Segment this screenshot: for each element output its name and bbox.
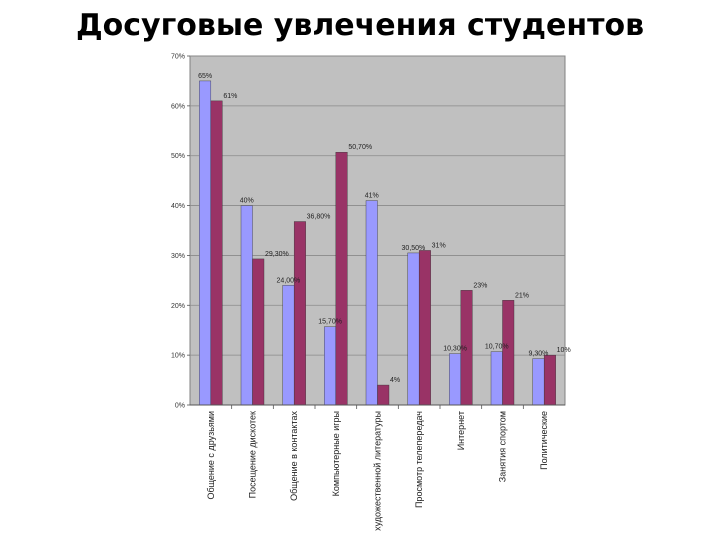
category-label: Чтение художественной литературы: [373, 411, 383, 533]
category-label: Политические: [539, 411, 549, 470]
category-label: Общение в контактах: [289, 411, 299, 501]
y-tick-label: 40%: [171, 203, 185, 210]
bar: [335, 152, 348, 406]
category-labels: Общение с друзьями Посещение дискотек Обще…: [206, 411, 549, 533]
y-tick-label: 10%: [171, 353, 185, 360]
bar: [252, 258, 265, 406]
data-label: 41%: [365, 193, 379, 200]
bar: [365, 200, 378, 406]
y-tick-label: 60%: [171, 103, 185, 110]
data-label: 36,80%: [307, 214, 331, 221]
data-label: 50,70%: [348, 144, 372, 151]
bar: [502, 300, 515, 406]
data-label: 31%: [432, 242, 446, 249]
data-label: 23%: [473, 282, 487, 289]
bars: [199, 80, 556, 406]
category-label: Занятия спортом: [498, 411, 508, 482]
bar: [418, 250, 431, 406]
bar: [282, 285, 295, 406]
category-label: Интернет: [456, 411, 466, 450]
bar: [377, 384, 390, 406]
data-label: 29,30%: [265, 251, 289, 258]
y-tick-label: 20%: [171, 303, 185, 310]
bar-chart: 0% 10% 20% 30% 40% 50% 60% 70% 65% 61% 40% 29,30% 2…: [171, 54, 571, 534]
bar: [449, 353, 462, 406]
category-label: Посещение дискотек: [248, 411, 258, 498]
bar: [240, 205, 253, 406]
category-label: Общение с друзьями: [206, 411, 216, 500]
data-label: 15,70%: [318, 319, 342, 326]
category-label: Просмотр телепередач: [414, 411, 424, 508]
data-label: 10%: [557, 347, 571, 354]
data-label: 21%: [515, 292, 529, 299]
bar: [210, 100, 223, 406]
data-label: 30,50%: [402, 245, 426, 252]
data-label: 40%: [240, 198, 254, 205]
y-axis-ticks: 0% 10% 20% 30% 40% 50% 60% 70%: [171, 54, 190, 410]
bar: [293, 221, 306, 406]
bar: [532, 358, 545, 406]
bar: [407, 252, 420, 406]
category-label: Компьютерные игры: [331, 411, 341, 496]
data-label: 9,30%: [528, 351, 548, 358]
bar: [324, 326, 337, 406]
data-label: 10,70%: [485, 344, 509, 351]
data-label: 24,00%: [277, 277, 301, 284]
data-label: 65%: [198, 73, 212, 80]
page-title: Досуговые увлечения студентов: [75, 8, 645, 43]
data-label: 61%: [223, 93, 237, 100]
data-label: 4%: [390, 377, 400, 384]
data-labels: 65% 61% 40% 29,30% 24,00% 36,80% 15,70% 50,70% 4…: [198, 73, 571, 384]
y-tick-label: 0%: [175, 403, 185, 410]
bar: [199, 80, 212, 406]
data-label: 10,30%: [443, 346, 467, 353]
bar: [490, 351, 503, 406]
y-tick-label: 50%: [171, 153, 185, 160]
bar: [543, 354, 556, 406]
x-axis: [190, 404, 565, 409]
y-tick-label: 30%: [171, 253, 185, 260]
y-tick-label: 70%: [171, 54, 185, 61]
